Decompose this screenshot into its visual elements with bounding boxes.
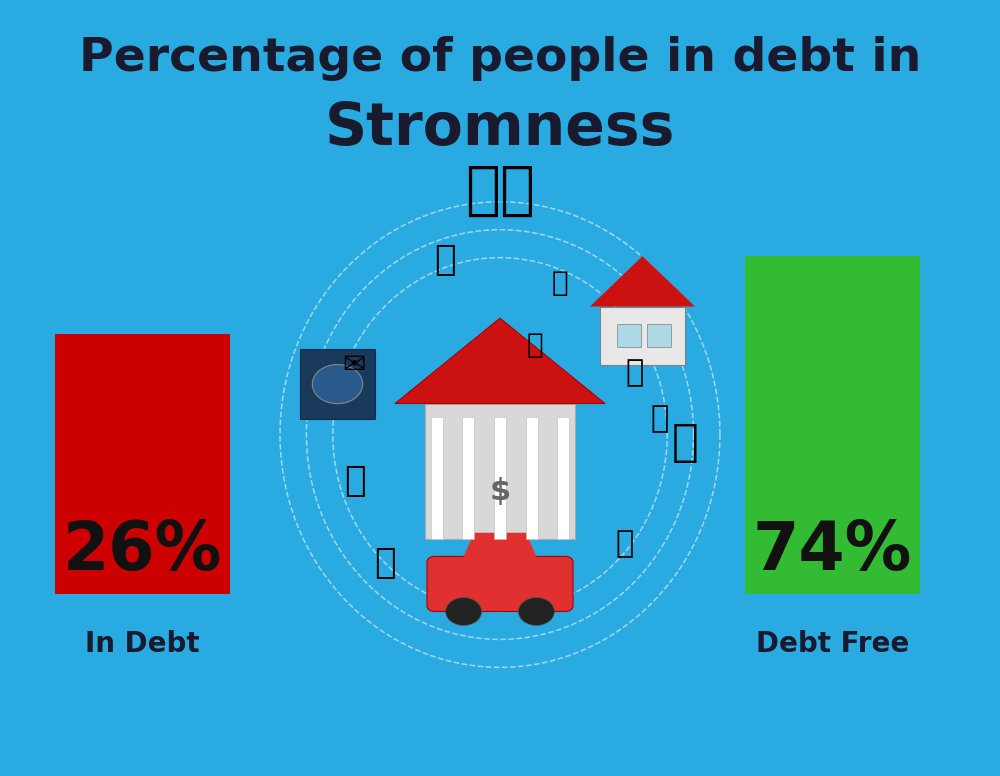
Text: 🪙: 🪙 (626, 358, 644, 387)
Text: $: $ (489, 477, 511, 506)
Bar (557, 417, 569, 539)
Polygon shape (395, 318, 605, 404)
Bar (526, 417, 538, 539)
Circle shape (446, 598, 482, 625)
Bar (462, 417, 474, 539)
Text: 🧮: 🧮 (552, 269, 568, 297)
Text: 💼: 💼 (374, 546, 396, 580)
Circle shape (518, 598, 554, 625)
Text: 🎓: 🎓 (672, 421, 698, 464)
Text: 📱: 📱 (651, 404, 669, 434)
Text: ✉️: ✉️ (343, 351, 367, 379)
Bar (425, 404, 575, 539)
Text: 🇬🇧: 🇬🇧 (465, 161, 535, 219)
Text: 💵: 💵 (344, 464, 366, 498)
Polygon shape (461, 532, 539, 563)
Text: 🦅: 🦅 (434, 243, 456, 277)
Bar (431, 417, 443, 539)
Text: 74%: 74% (753, 518, 912, 584)
Text: Debt Free: Debt Free (756, 630, 909, 658)
Polygon shape (590, 256, 695, 307)
Bar (745, 256, 920, 594)
Text: 🔑: 🔑 (527, 331, 543, 359)
Bar (600, 307, 685, 365)
Bar (494, 417, 506, 539)
Text: Stromness: Stromness (325, 99, 675, 157)
Text: 📋: 📋 (616, 528, 634, 558)
Text: In Debt: In Debt (85, 630, 200, 658)
Circle shape (312, 365, 363, 404)
Text: Percentage of people in debt in: Percentage of people in debt in (79, 36, 921, 81)
Text: 26%: 26% (63, 518, 222, 584)
FancyBboxPatch shape (427, 556, 573, 611)
Bar (55, 334, 230, 594)
Bar (647, 324, 671, 348)
Bar (300, 349, 375, 419)
Bar (617, 324, 641, 348)
